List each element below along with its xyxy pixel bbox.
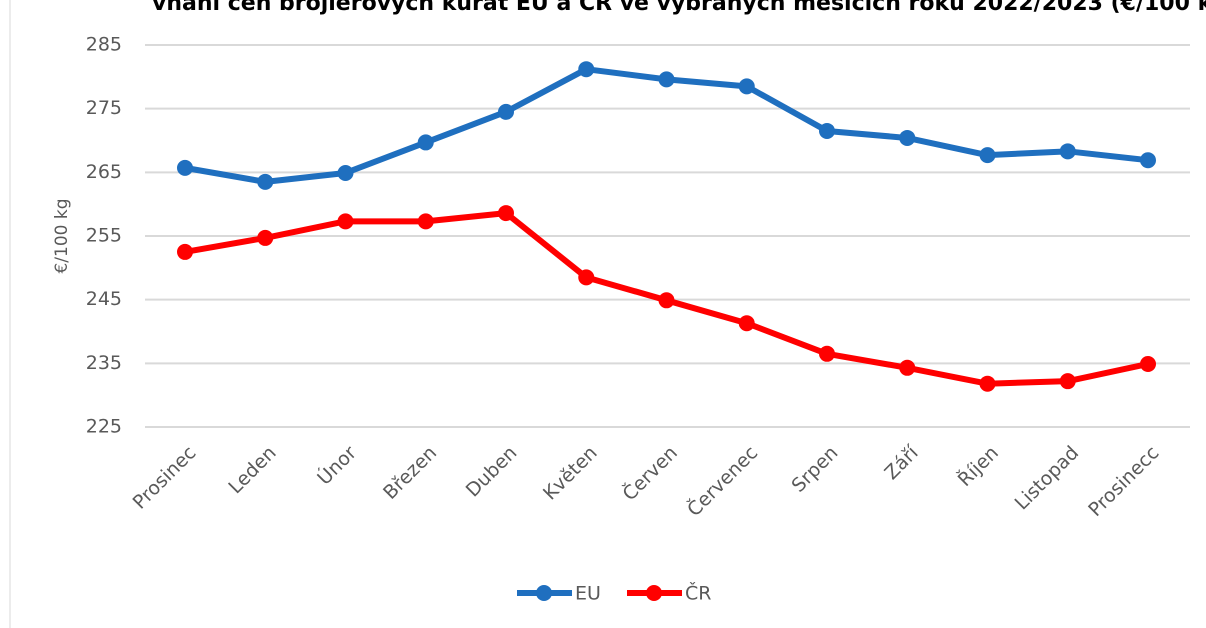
y-tick-label: 245 bbox=[86, 288, 122, 310]
data-point bbox=[498, 103, 514, 120]
y-tick-label: 275 bbox=[86, 97, 122, 119]
x-tick-label: Duben bbox=[462, 442, 522, 502]
x-tick-label: Prosinecc bbox=[1084, 442, 1163, 521]
data-point bbox=[1059, 373, 1076, 390]
y-tick-label: 285 bbox=[86, 34, 122, 56]
chart-title: vnání cen brojlerových kuřat EU a ČR ve … bbox=[152, 0, 1206, 16]
y-tick-label: 235 bbox=[86, 352, 122, 374]
y-tick-label: 225 bbox=[86, 416, 122, 438]
data-point bbox=[578, 269, 595, 286]
data-point bbox=[177, 159, 193, 176]
data-point bbox=[1140, 152, 1156, 169]
data-point bbox=[498, 205, 514, 222]
data-point bbox=[417, 134, 434, 151]
data-point bbox=[738, 315, 755, 332]
x-tick-label: Září bbox=[880, 441, 923, 484]
data-point bbox=[658, 292, 675, 309]
legend-label: EU bbox=[575, 583, 601, 605]
data-point bbox=[819, 345, 835, 362]
data-point bbox=[257, 229, 274, 246]
x-tick-label: Červen bbox=[617, 440, 682, 505]
data-point bbox=[1059, 143, 1076, 160]
data-point bbox=[899, 359, 916, 376]
x-tick-label: Srpen bbox=[788, 442, 843, 497]
data-point bbox=[257, 173, 274, 190]
legend-marker bbox=[646, 585, 662, 601]
legend-marker bbox=[536, 585, 552, 601]
y-axis-title: €/100 kg bbox=[52, 198, 72, 273]
x-tick-label: Červenec bbox=[682, 440, 763, 521]
data-point bbox=[979, 375, 996, 392]
data-point bbox=[578, 61, 595, 78]
y-tick-label: 255 bbox=[86, 225, 122, 247]
x-tick-label: Únor bbox=[312, 440, 361, 489]
x-tick-label: Listopad bbox=[1011, 442, 1084, 515]
x-tick-label: Březen bbox=[379, 442, 441, 504]
data-point bbox=[979, 147, 996, 164]
x-tick-label: Květen bbox=[539, 442, 602, 505]
x-tick-label: Říjen bbox=[953, 441, 1003, 491]
data-point bbox=[337, 164, 354, 181]
data-point bbox=[337, 213, 354, 230]
x-tick-label: Prosinec bbox=[129, 442, 201, 514]
data-point bbox=[899, 129, 916, 146]
data-point bbox=[177, 243, 193, 260]
data-point bbox=[658, 71, 675, 88]
legend-label: ČR bbox=[685, 581, 711, 605]
x-tick-label: Leden bbox=[224, 442, 280, 498]
data-point bbox=[819, 122, 835, 139]
data-point bbox=[738, 78, 755, 95]
y-tick-label: 265 bbox=[86, 161, 122, 183]
data-point bbox=[1140, 355, 1156, 372]
data-point bbox=[417, 213, 434, 230]
